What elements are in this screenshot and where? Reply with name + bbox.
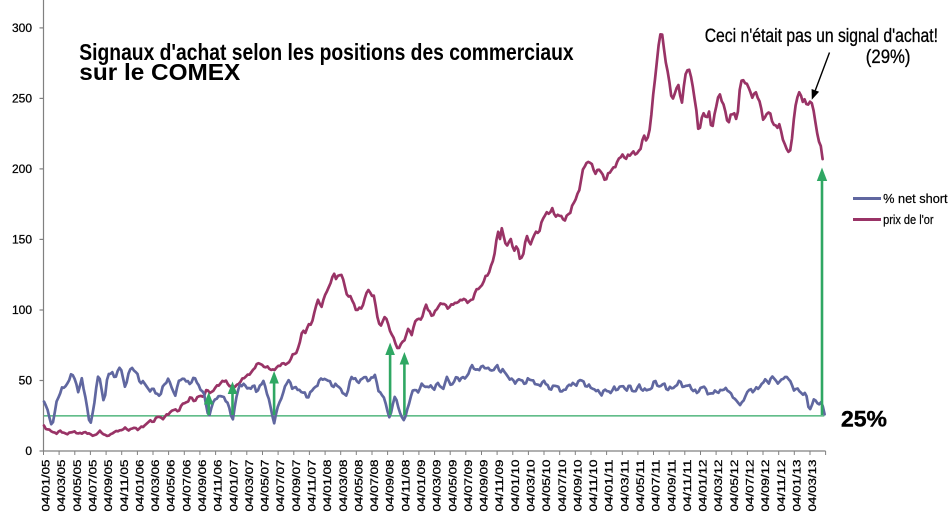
svg-text:Ceci n'était pas un signal d'a: Ceci n'était pas un signal d'achat! [705, 26, 938, 47]
svg-text:04/01/06: 04/01/06 [135, 460, 147, 512]
svg-text:04/11/11: 04/11/11 [682, 460, 694, 512]
svg-text:04/03/05: 04/03/05 [56, 460, 68, 512]
svg-text:04/03/13: 04/03/13 [807, 460, 819, 512]
svg-text:04/07/12: 04/07/12 [745, 460, 757, 512]
svg-text:prix de l'or: prix de l'or [883, 213, 934, 227]
svg-text:150: 150 [12, 233, 32, 247]
svg-text:04/05/10: 04/05/10 [541, 460, 553, 512]
svg-text:04/05/08: 04/05/08 [353, 460, 365, 512]
svg-text:04/01/10: 04/01/10 [510, 460, 522, 512]
svg-text:04/01/09: 04/01/09 [416, 460, 428, 512]
svg-text:04/11/06: 04/11/06 [213, 460, 225, 512]
svg-text:04/11/09: 04/11/09 [494, 460, 506, 512]
svg-text:04/11/12: 04/11/12 [776, 460, 788, 512]
svg-text:200: 200 [12, 162, 32, 176]
svg-text:04/07/10: 04/07/10 [557, 460, 569, 512]
svg-text:04/07/09: 04/07/09 [463, 460, 475, 512]
svg-text:sur le COMEX: sur le COMEX [79, 59, 241, 85]
svg-text:04/05/05: 04/05/05 [72, 460, 84, 512]
svg-text:04/01/12: 04/01/12 [698, 460, 710, 512]
svg-text:04/11/05: 04/11/05 [119, 460, 131, 512]
svg-text:04/01/07: 04/01/07 [228, 460, 240, 512]
svg-text:300: 300 [12, 21, 32, 35]
svg-text:04/01/08: 04/01/08 [322, 460, 334, 512]
svg-text:250: 250 [12, 92, 32, 106]
svg-text:04/01/05: 04/01/05 [41, 460, 53, 512]
svg-text:04/05/12: 04/05/12 [729, 460, 741, 512]
svg-text:04/03/09: 04/03/09 [432, 460, 444, 512]
svg-text:04/09/12: 04/09/12 [760, 460, 772, 512]
svg-text:04/05/09: 04/05/09 [447, 460, 459, 512]
svg-text:04/09/09: 04/09/09 [479, 460, 491, 512]
svg-text:04/01/13: 04/01/13 [791, 460, 803, 512]
svg-text:04/05/07: 04/05/07 [260, 460, 272, 512]
svg-text:04/07/07: 04/07/07 [275, 460, 287, 512]
svg-text:Signaux d'achat selon les posi: Signaux d'achat selon les positions des … [79, 39, 573, 65]
svg-text:100: 100 [12, 303, 32, 317]
svg-text:04/05/06: 04/05/06 [166, 460, 178, 512]
svg-text:04/03/06: 04/03/06 [150, 460, 162, 512]
svg-text:04/07/08: 04/07/08 [369, 460, 381, 512]
svg-text:04/05/11: 04/05/11 [635, 460, 647, 512]
svg-text:04/09/08: 04/09/08 [385, 460, 397, 512]
svg-text:04/11/08: 04/11/08 [400, 460, 412, 512]
svg-text:04/07/11: 04/07/11 [651, 460, 663, 512]
svg-text:0: 0 [25, 444, 32, 458]
svg-text:% net short: % net short [883, 192, 948, 206]
svg-text:04/01/11: 04/01/11 [604, 460, 616, 512]
svg-text:04/03/12: 04/03/12 [713, 460, 725, 512]
svg-text:04/03/10: 04/03/10 [526, 460, 538, 512]
svg-text:04/09/06: 04/09/06 [197, 460, 209, 512]
svg-text:04/11/10: 04/11/10 [588, 460, 600, 512]
svg-text:25%: 25% [841, 407, 887, 432]
svg-text:04/03/07: 04/03/07 [244, 460, 256, 512]
svg-text:04/07/06: 04/07/06 [181, 460, 193, 512]
svg-text:04/09/07: 04/09/07 [291, 460, 303, 512]
svg-text:04/11/07: 04/11/07 [307, 460, 319, 512]
svg-text:(29%): (29%) [866, 47, 911, 68]
svg-text:04/07/05: 04/07/05 [88, 460, 100, 512]
svg-text:04/09/05: 04/09/05 [103, 460, 115, 512]
svg-text:04/03/08: 04/03/08 [338, 460, 350, 512]
svg-text:50: 50 [19, 374, 33, 388]
svg-text:04/09/10: 04/09/10 [572, 460, 584, 512]
svg-text:04/09/11: 04/09/11 [666, 460, 678, 512]
svg-text:04/03/11: 04/03/11 [619, 460, 631, 512]
